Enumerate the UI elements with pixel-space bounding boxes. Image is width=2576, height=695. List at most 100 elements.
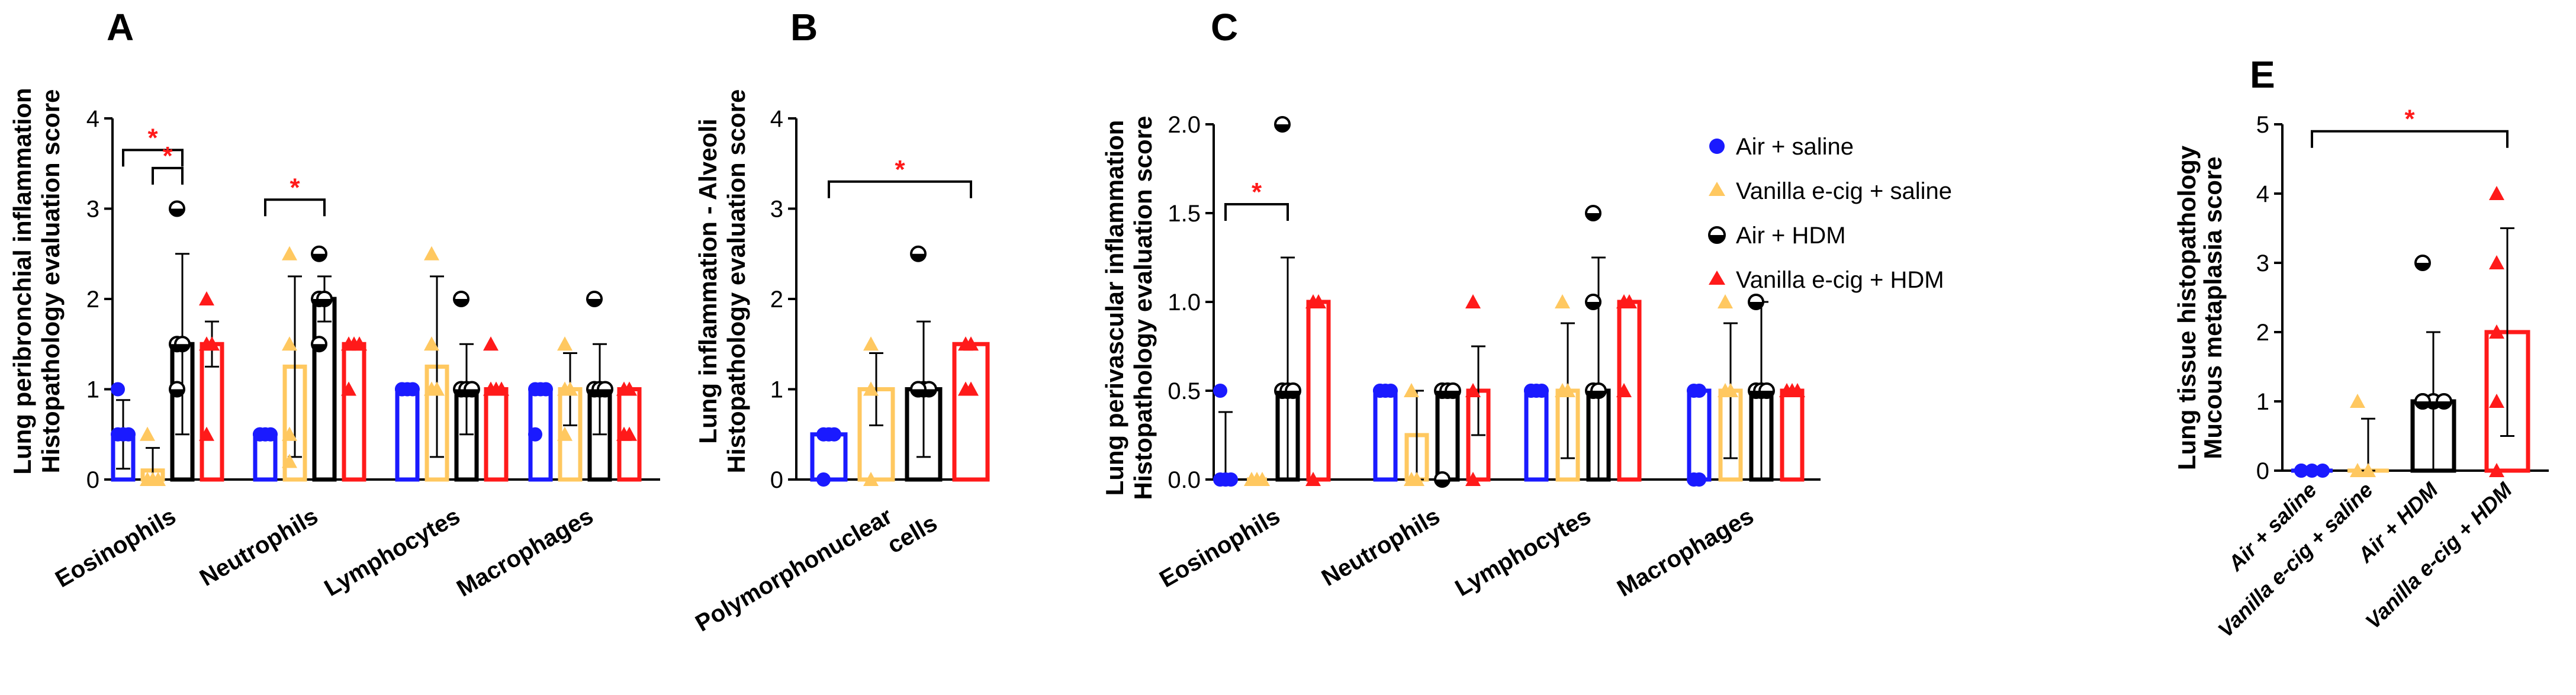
data-point-a-3-2-0-fill <box>587 299 602 306</box>
y-axis-label-a-line2: Histopathology evaluation score <box>37 89 65 474</box>
bar-c-1-2 <box>1435 388 1460 482</box>
data-point-e-0-0-3 <box>2294 464 2308 478</box>
data-point-e-0-3-2 <box>2489 324 2504 339</box>
significance-bracket-e-0 <box>2311 130 2509 148</box>
data-point-e-0-3-0 <box>2489 186 2504 200</box>
legend-label-air-saline: Air + saline <box>1736 134 1854 160</box>
data-point-c-2-2-1-fill <box>1586 302 1600 309</box>
data-point-c-1-0-2 <box>1384 384 1398 398</box>
bar-a-2-0 <box>395 387 420 482</box>
y-tick-label-e-1: 1 <box>2256 389 2269 415</box>
y-tick-label-b-3: 3 <box>770 197 783 223</box>
data-point-e-0-1-1 <box>2350 463 2365 477</box>
panel-letter-c: C <box>1211 6 1238 49</box>
y-tick-label-c-1: 0.5 <box>1168 378 1201 404</box>
data-point-a-3-3-1 <box>622 381 637 396</box>
data-point-c-3-2-0-fill <box>1749 302 1763 309</box>
y-tick-label-e-4: 4 <box>2256 181 2269 207</box>
data-point-a-3-3-3 <box>622 426 637 441</box>
data-point-e-0-3-4 <box>2489 463 2504 477</box>
data-point-c-1-3-1 <box>1465 383 1481 397</box>
data-point-a-1-1-0 <box>282 246 297 260</box>
legend-label-air-hdm: Air + HDM <box>1736 223 1846 249</box>
data-point-a-0-2-0-fill <box>170 208 184 216</box>
significance-bracket-a-0 <box>122 149 184 167</box>
legend-label-vanilla-hdm: Vanilla e-cig + HDM <box>1736 267 1944 293</box>
data-point-a-2-0-3 <box>395 382 409 397</box>
y-tick-label-e-5: 5 <box>2256 112 2269 138</box>
y-tick-label-b-2: 2 <box>770 287 783 313</box>
significance-bracket-a-1 <box>152 166 184 185</box>
data-point-a-3-1-2 <box>562 381 578 396</box>
data-point-a-0-1-3 <box>150 472 166 486</box>
y-axis-label-e-line2: Mucous metaplasia score <box>2199 156 2227 459</box>
data-point-c-1-1-0 <box>1404 383 1419 397</box>
legend-item-air-saline: Air + saline <box>1709 134 1854 160</box>
data-point-a-2-0-2 <box>406 382 420 397</box>
y-tick-label-b-1: 1 <box>770 377 783 403</box>
y-axis-label-a-line1: Lung peribronchial inflammation <box>8 88 36 474</box>
data-point-e-0-3-1 <box>2489 255 2504 269</box>
data-point-c-0-2-3-fill <box>1286 391 1300 398</box>
bar-a-1-3 <box>342 342 366 482</box>
legend-marker-vanilla-hdm <box>1709 271 1725 285</box>
data-point-b-0-0-3 <box>816 472 831 487</box>
data-point-a-1-2-3-fill <box>312 344 326 352</box>
significance-bracket-a-2 <box>264 198 326 217</box>
data-point-c-0-3-2 <box>1305 472 1321 486</box>
data-point-b-0-1-1 <box>863 381 879 396</box>
data-point-a-2-2-3-fill <box>465 389 479 397</box>
significance-star-a-1: * <box>162 141 173 170</box>
legend-item-vanilla-hdm: Vanilla e-cig + HDM <box>1709 267 1944 293</box>
data-point-e-0-2-4-fill <box>2416 401 2430 408</box>
data-point-a-0-2-2-fill <box>175 344 189 352</box>
y-tick-label-a-4: 4 <box>86 106 99 132</box>
data-point-b-0-1-0 <box>863 336 879 351</box>
data-point-a-0-3-3 <box>199 426 214 441</box>
x-category-label-a-0: Eosinophils <box>51 503 180 593</box>
data-point-e-0-0-1 <box>2305 464 2319 478</box>
y-tick-label-c-3: 1.5 <box>1168 201 1201 227</box>
y-tick-label-e-0: 0 <box>2256 458 2269 484</box>
x-category-label-c-3: Macrophages <box>1613 503 1758 602</box>
data-point-b-0-3-1 <box>963 336 979 351</box>
significance-bracket-c-0 <box>1224 203 1289 221</box>
y-axis-label-c-line2: Histopathology evaluation score <box>1129 116 1157 500</box>
bar-c-0-3 <box>1306 300 1331 482</box>
y-tick-label-c-0: 0.0 <box>1168 467 1201 493</box>
significance-bracket-b-0 <box>828 180 972 198</box>
data-point-a-0-0-0 <box>111 382 125 397</box>
data-point-c-0-0-3 <box>1224 472 1238 487</box>
data-point-a-1-3-2 <box>352 336 367 351</box>
data-point-c-3-1-2 <box>1723 383 1738 397</box>
data-point-a-0-0-3 <box>121 427 136 442</box>
bar-a-2-3 <box>484 387 509 482</box>
data-point-a-1-3-3 <box>341 381 356 396</box>
data-point-e-0-1-0 <box>2350 394 2365 408</box>
legend-marker-vanilla-saline <box>1709 182 1725 196</box>
bar-c-2-0 <box>1524 388 1549 482</box>
data-point-a-2-3-0 <box>483 336 499 351</box>
data-point-a-2-2-0-fill <box>454 299 468 306</box>
y-tick-label-b-0: 0 <box>770 467 783 493</box>
chart-a: 0 1 2 3 4 Eosinophils NeutrophilsLymphocytesMa… <box>51 106 660 602</box>
y-axis-label-b-line1: Lung inflammation - Alveoli <box>694 118 722 443</box>
data-point-e-0-0-2 <box>2315 464 2330 478</box>
y-axis-label-b-line2: Histopathology evaluation score <box>722 89 750 474</box>
data-point-a-1-1-1 <box>282 336 297 351</box>
y-tick-label-a-3: 3 <box>86 197 99 223</box>
x-category-label-c-2: Lymphocytes <box>1451 503 1595 601</box>
x-category-label-e-3: Vanilla e-cig + HDM <box>2360 477 2517 633</box>
data-point-c-3-0-1 <box>1692 384 1706 398</box>
data-point-b-0-0-2 <box>827 427 841 442</box>
data-point-a-0-3-2 <box>204 336 220 351</box>
significance-star-c-0: * <box>1252 178 1262 207</box>
legend-marker-air-hdm-fill <box>1709 235 1725 243</box>
bar-c-3-0 <box>1687 388 1712 482</box>
data-point-c-3-1-0 <box>1718 294 1733 308</box>
data-point-c-1-3-0 <box>1465 294 1481 308</box>
data-point-a-0-2-3-fill <box>170 389 184 397</box>
data-point-c-0-0-0 <box>1213 384 1227 398</box>
y-tick-label-c-4: 2.0 <box>1168 112 1201 138</box>
